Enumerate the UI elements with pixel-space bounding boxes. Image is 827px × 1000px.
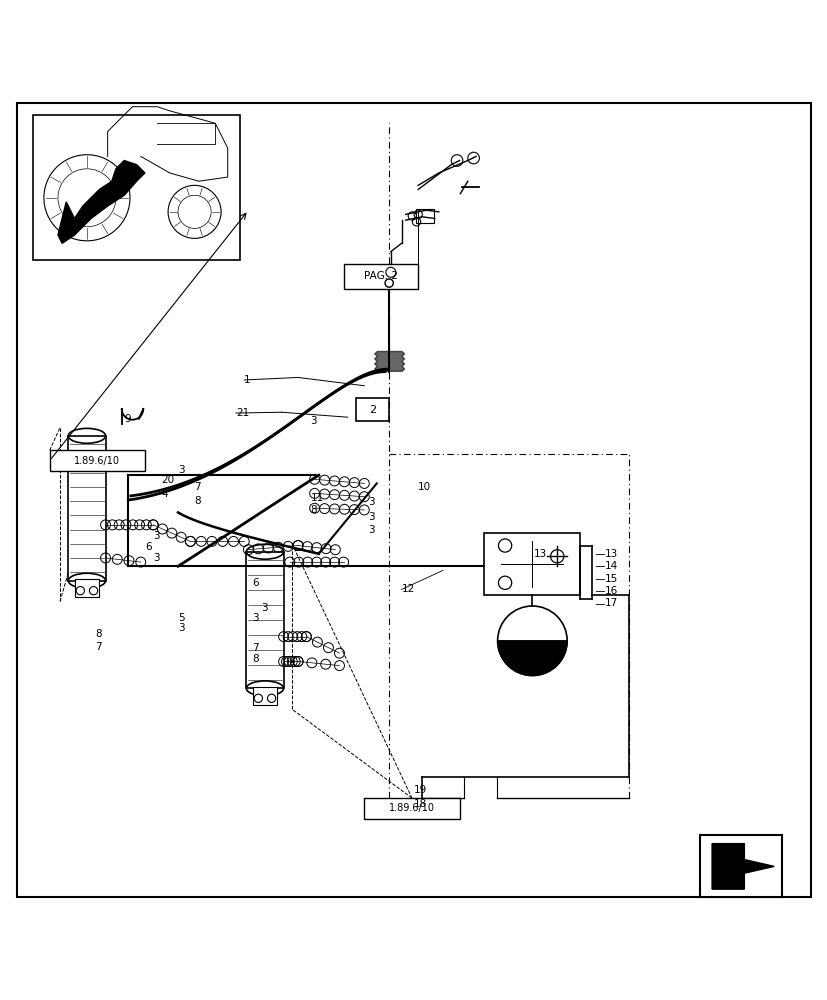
Text: 3: 3	[153, 553, 160, 563]
Text: 8: 8	[310, 505, 317, 515]
Text: 6: 6	[252, 578, 259, 588]
Text: 5: 5	[178, 613, 184, 623]
Text: 16: 16	[604, 586, 617, 596]
Text: 8: 8	[194, 496, 201, 506]
Bar	[415, 209, 433, 223]
Text: 7: 7	[95, 642, 102, 652]
Text: 10: 10	[418, 482, 431, 492]
Bar	[699, 835, 782, 897]
Bar	[74, 579, 99, 597]
Text: 20: 20	[161, 475, 174, 485]
Text: 19: 19	[414, 785, 427, 795]
Text: 3: 3	[368, 512, 375, 522]
Bar	[246, 552, 283, 688]
Text: 11: 11	[310, 493, 323, 503]
Text: 4: 4	[161, 489, 168, 499]
Polygon shape	[711, 844, 773, 889]
Bar	[68, 436, 106, 581]
Text: 17: 17	[604, 598, 617, 608]
Bar	[484, 533, 579, 595]
Text: 14: 14	[604, 561, 617, 571]
Text: 9: 9	[124, 414, 131, 424]
Text: 8: 8	[95, 629, 102, 639]
Text: 1.89.6/10: 1.89.6/10	[389, 803, 434, 813]
Text: 1.89.6/10: 1.89.6/10	[74, 456, 120, 466]
Text: 21: 21	[236, 408, 249, 418]
Text: 3: 3	[252, 613, 259, 623]
Text: PAG. 2: PAG. 2	[363, 271, 398, 281]
Text: 13: 13	[604, 549, 617, 559]
Text: 1: 1	[244, 375, 251, 385]
Bar	[364, 798, 459, 819]
Text: 3: 3	[261, 603, 267, 613]
Polygon shape	[497, 641, 566, 676]
Text: 3: 3	[153, 531, 160, 541]
Text: 13: 13	[533, 549, 547, 559]
Polygon shape	[58, 161, 145, 243]
Text: 3: 3	[178, 623, 184, 633]
Text: 12: 12	[401, 584, 414, 594]
Text: 3: 3	[310, 416, 317, 426]
Text: 6: 6	[145, 542, 151, 552]
Bar	[33, 115, 240, 260]
Bar	[50, 450, 145, 471]
Text: 3: 3	[368, 497, 375, 507]
Bar	[356, 398, 389, 421]
Text: 7: 7	[252, 643, 259, 653]
Text: 8: 8	[252, 654, 259, 664]
Text: 7: 7	[194, 482, 201, 492]
Text: 15: 15	[604, 574, 617, 584]
Text: 3: 3	[178, 465, 184, 475]
Text: 2: 2	[369, 405, 375, 415]
Bar	[343, 264, 418, 289]
Text: 18: 18	[414, 799, 427, 809]
Bar	[252, 687, 277, 705]
Text: 3: 3	[368, 525, 375, 535]
